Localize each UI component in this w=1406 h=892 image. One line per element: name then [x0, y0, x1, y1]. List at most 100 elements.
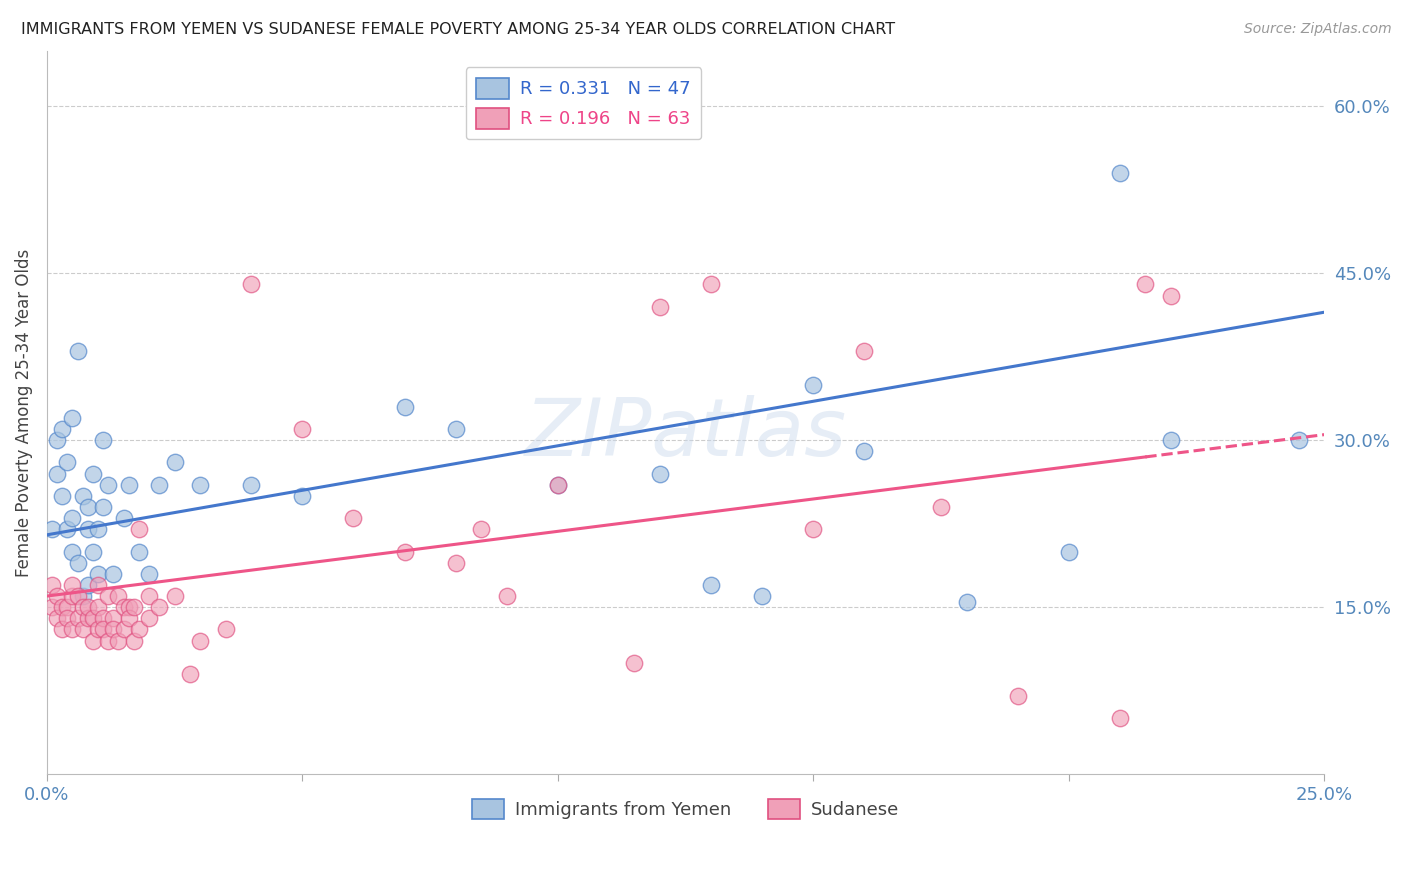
Point [444, 422, 467, 436]
Point [138, 566, 160, 581]
Point [51, 489, 73, 503]
Point [97, 477, 120, 491]
Point [394, 544, 416, 558]
Point [107, 633, 129, 648]
Point [122, 600, 145, 615]
Point [103, 611, 125, 625]
Point [138, 589, 160, 603]
Point [51, 623, 73, 637]
Point [91, 611, 114, 625]
Point [56, 611, 79, 625]
Point [163, 589, 186, 603]
Point [1160, 288, 1182, 302]
Point [82, 544, 104, 558]
Point [72, 489, 94, 503]
Point [291, 422, 314, 436]
Point [547, 477, 569, 491]
Point [648, 467, 671, 481]
Point [76, 611, 98, 625]
Point [801, 377, 824, 392]
Point [1288, 434, 1310, 448]
Point [76, 522, 98, 536]
Point [46, 434, 69, 448]
Point [66, 556, 89, 570]
Point [112, 623, 135, 637]
Point [56, 455, 79, 469]
Point [291, 489, 314, 503]
Point [394, 400, 416, 414]
Point [138, 611, 160, 625]
Point [46, 611, 69, 625]
Point [1057, 544, 1080, 558]
Point [46, 589, 69, 603]
Point [112, 600, 135, 615]
Point [62, 544, 84, 558]
Point [87, 522, 110, 536]
Point [1108, 711, 1130, 725]
Text: IMMIGRANTS FROM YEMEN VS SUDANESE FEMALE POVERTY AMONG 25-34 YEAR OLDS CORRELATI: IMMIGRANTS FROM YEMEN VS SUDANESE FEMALE… [21, 22, 896, 37]
Point [929, 500, 952, 514]
Point [128, 623, 150, 637]
Point [122, 633, 145, 648]
Point [163, 455, 186, 469]
Point [148, 600, 170, 615]
Point [1135, 277, 1157, 292]
Point [91, 623, 114, 637]
Point [188, 633, 211, 648]
Point [117, 611, 139, 625]
Text: Source: ZipAtlas.com: Source: ZipAtlas.com [1244, 22, 1392, 37]
Point [117, 600, 139, 615]
Text: ZIPatlas: ZIPatlas [524, 395, 846, 473]
Point [82, 611, 104, 625]
Point [62, 411, 84, 425]
Point [240, 277, 263, 292]
Point [547, 477, 569, 491]
Point [62, 511, 84, 525]
Point [82, 633, 104, 648]
Point [72, 600, 94, 615]
Point [1160, 434, 1182, 448]
Point [240, 477, 263, 491]
Y-axis label: Female Poverty Among 25-34 Year Olds: Female Poverty Among 25-34 Year Olds [15, 248, 32, 576]
Point [41, 578, 63, 592]
Point [51, 422, 73, 436]
Point [87, 600, 110, 615]
Point [103, 623, 125, 637]
Point [56, 522, 79, 536]
Point [1007, 690, 1029, 704]
Point [62, 623, 84, 637]
Point [66, 589, 89, 603]
Point [128, 522, 150, 536]
Point [41, 522, 63, 536]
Point [91, 434, 114, 448]
Point [801, 522, 824, 536]
Point [76, 500, 98, 514]
Point [103, 566, 125, 581]
Point [62, 578, 84, 592]
Point [72, 623, 94, 637]
Legend: Immigrants from Yemen, Sudanese: Immigrants from Yemen, Sudanese [464, 791, 907, 827]
Point [853, 344, 876, 359]
Point [215, 623, 238, 637]
Point [41, 600, 63, 615]
Point [97, 633, 120, 648]
Point [76, 600, 98, 615]
Point [444, 556, 467, 570]
Point [97, 589, 120, 603]
Point [700, 277, 723, 292]
Point [470, 522, 492, 536]
Point [179, 667, 201, 681]
Point [700, 578, 723, 592]
Point [112, 511, 135, 525]
Point [148, 477, 170, 491]
Point [623, 656, 645, 670]
Point [751, 589, 773, 603]
Point [62, 589, 84, 603]
Point [66, 611, 89, 625]
Point [188, 477, 211, 491]
Point [76, 578, 98, 592]
Point [51, 600, 73, 615]
Point [648, 300, 671, 314]
Point [87, 623, 110, 637]
Point [66, 344, 89, 359]
